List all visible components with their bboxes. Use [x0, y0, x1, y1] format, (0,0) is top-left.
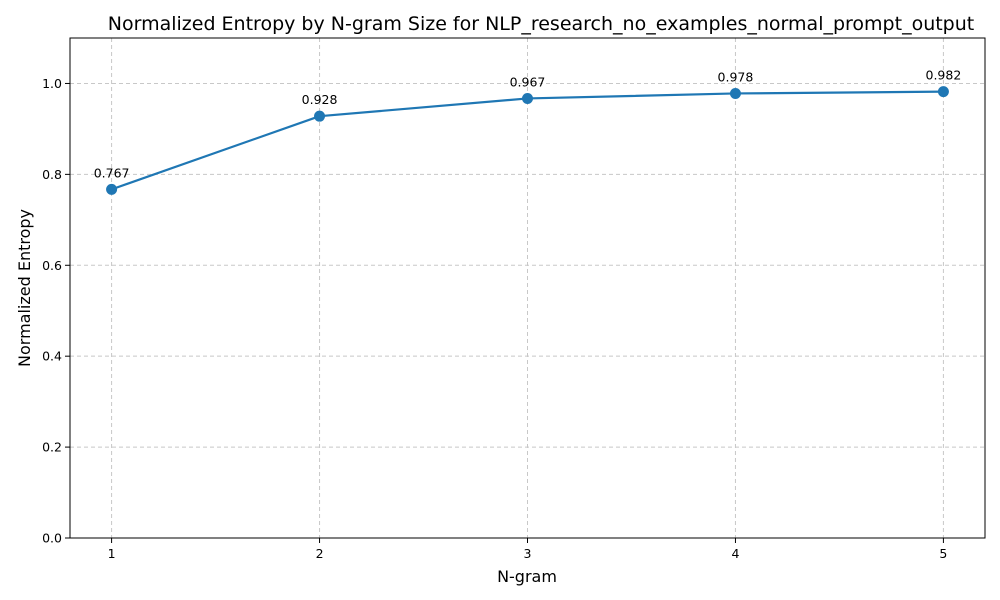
data-label: 0.978 — [718, 69, 754, 84]
data-point — [937, 86, 949, 98]
y-tick-label: 0.4 — [42, 349, 62, 364]
series-group — [106, 86, 949, 195]
data-labels: 0.767 0.928 0.967 0.978 0.982 — [94, 68, 962, 181]
y-axis-title: Normalized Entropy — [15, 209, 34, 367]
data-point — [522, 92, 533, 104]
chart-title: Normalized Entropy by N-gram Size for NL… — [108, 13, 974, 35]
y-tick-label: 0.8 — [42, 167, 62, 182]
x-tick-label: 5 — [939, 546, 947, 561]
x-tick-label: 4 — [731, 546, 739, 561]
grid — [70, 38, 985, 539]
plot-frame — [69, 37, 986, 539]
data-point — [314, 110, 326, 122]
data-label: 0.982 — [926, 68, 962, 83]
x-axis-title: N-gram — [497, 567, 557, 586]
data-label: 0.767 — [94, 165, 130, 180]
data-point — [106, 183, 118, 195]
data-label: 0.928 — [302, 92, 338, 107]
y-tick-label: 0.0 — [42, 531, 62, 546]
x-tick-label: 1 — [108, 546, 116, 561]
y-tick-label: 0.6 — [42, 258, 62, 273]
data-point — [729, 87, 741, 99]
data-label: 0.967 — [510, 74, 546, 89]
axes: 1 2 3 4 5 0.0 0.2 0.4 0.6 0.8 1.0 — [42, 37, 986, 561]
y-tick-label: 0.2 — [42, 440, 62, 455]
x-tick-label: 2 — [316, 546, 324, 561]
x-tick-label: 3 — [524, 546, 532, 561]
y-tick-label: 1.0 — [42, 76, 62, 91]
